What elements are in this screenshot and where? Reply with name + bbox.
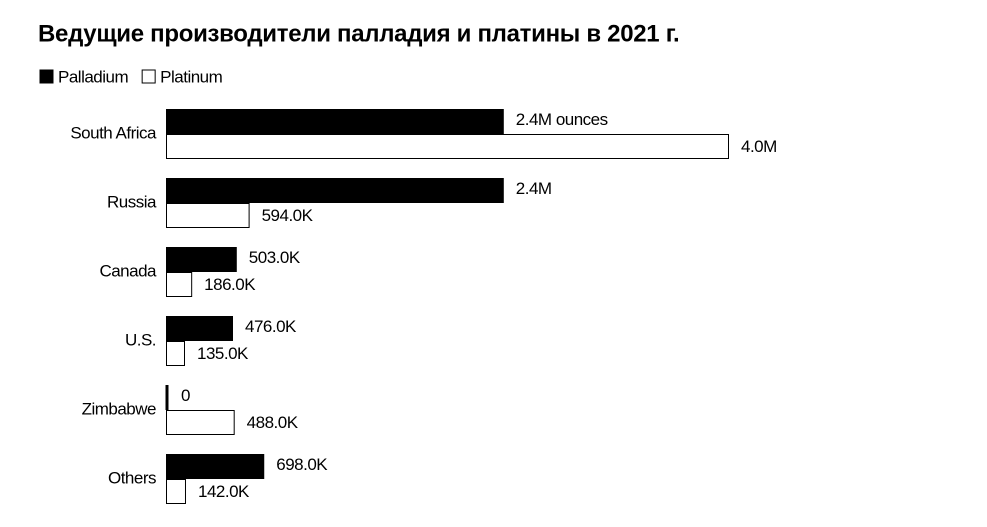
data-label: 135.0K xyxy=(197,344,249,363)
bar xyxy=(166,203,250,228)
y-tick-label: Russia xyxy=(107,192,157,211)
legend-label: Platinum xyxy=(160,67,222,86)
data-label: 503.0K xyxy=(249,248,301,267)
legend-label: Palladium xyxy=(58,67,128,86)
bar xyxy=(166,454,265,479)
legend-swatch xyxy=(39,69,54,84)
y-tick-label: U.S. xyxy=(125,330,156,349)
legend-swatch xyxy=(141,69,156,84)
bar xyxy=(166,247,237,272)
data-label: 0 xyxy=(181,386,190,405)
chart-title: Ведущие производители палладия и платины… xyxy=(38,20,679,47)
data-label: 186.0K xyxy=(204,275,256,294)
bar xyxy=(166,341,186,366)
data-label: 142.0K xyxy=(198,482,250,501)
y-tick-label: Zimbabwe xyxy=(82,399,156,418)
data-label: 698.0K xyxy=(276,455,328,474)
data-label: 594.0K xyxy=(262,206,314,225)
data-label: 476.0K xyxy=(245,317,297,336)
bar xyxy=(166,316,233,341)
bar xyxy=(166,178,504,203)
y-tick-label: Canada xyxy=(99,261,157,280)
bar xyxy=(166,134,729,159)
bar xyxy=(166,272,193,297)
y-tick-label: Others xyxy=(108,468,156,487)
data-label: 2.4M ounces xyxy=(516,110,608,129)
data-label: 2.4M xyxy=(516,179,552,198)
bar xyxy=(166,410,235,435)
data-label: 488.0K xyxy=(247,413,299,432)
data-label: 4.0M xyxy=(741,137,777,156)
bar xyxy=(166,479,186,504)
bar xyxy=(166,109,504,134)
y-tick-label: South Africa xyxy=(70,123,157,142)
